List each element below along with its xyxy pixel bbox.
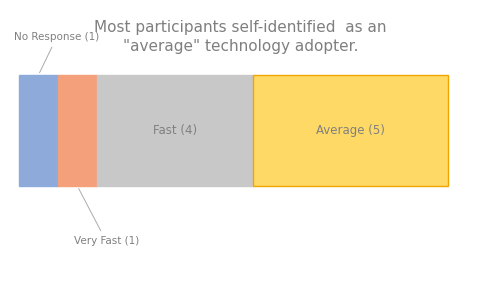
Text: Fast (4): Fast (4) (153, 124, 197, 137)
Text: Average (5): Average (5) (315, 124, 384, 137)
FancyBboxPatch shape (58, 75, 97, 186)
Text: Most participants self-identified  as an
"average" technology adopter.: Most participants self-identified as an … (94, 20, 386, 54)
FancyBboxPatch shape (252, 75, 447, 186)
Text: Very Fast (1): Very Fast (1) (73, 189, 138, 246)
Text: No Response (1): No Response (1) (14, 32, 99, 73)
FancyBboxPatch shape (19, 75, 58, 186)
FancyBboxPatch shape (97, 75, 252, 186)
